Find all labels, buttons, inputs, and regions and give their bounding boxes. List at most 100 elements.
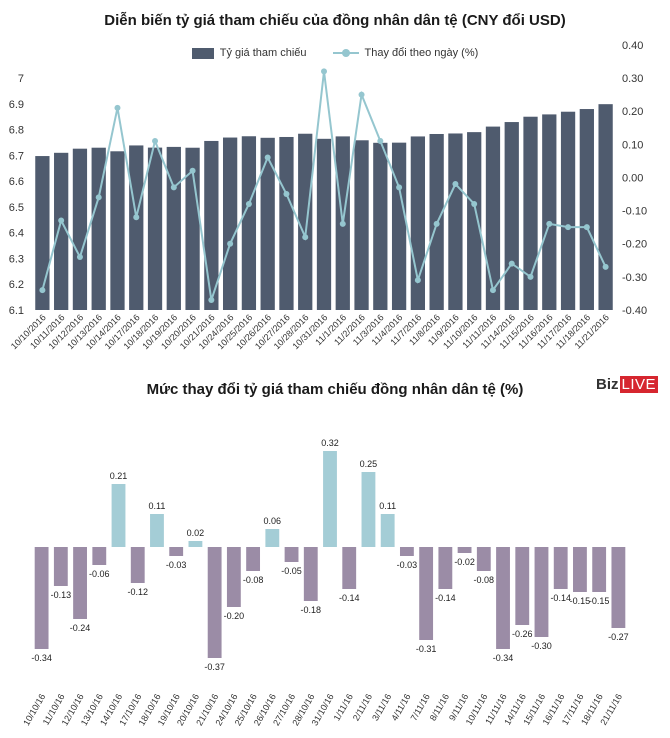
change-bar	[53, 547, 68, 586]
rate-bar	[448, 133, 463, 310]
data-label: -0.14	[435, 593, 456, 603]
change-point	[114, 104, 121, 111]
change-bar	[399, 547, 414, 556]
data-label: -0.03	[397, 560, 418, 570]
rate-bar	[354, 140, 369, 310]
brand-logo: Biz LIVE	[596, 376, 659, 393]
change-point	[302, 234, 309, 241]
change-point	[508, 260, 515, 267]
y-right-tick-label: 0.40	[622, 40, 643, 52]
data-label: -0.37	[204, 662, 225, 672]
change-bar	[34, 547, 49, 649]
chart2-title: Mức thay đổi tỷ giá tham chiếu đồng nhân…	[146, 381, 524, 398]
rate-bar	[147, 147, 163, 310]
y-right-tick-label: 0.20	[622, 106, 643, 118]
change-bar	[92, 547, 107, 565]
rate-bar	[279, 136, 294, 310]
change-bar	[207, 547, 222, 658]
change-point	[527, 273, 534, 280]
change-point	[283, 191, 290, 197]
rate-bar	[298, 133, 313, 310]
change-point	[170, 184, 177, 191]
change-bar	[130, 547, 145, 583]
change-bar	[303, 547, 318, 601]
data-label: 0.11	[149, 501, 166, 511]
chart1-legend: Tỷ giá tham chiếu Thay đổi theo ngày (%)	[0, 47, 670, 59]
change-point	[565, 224, 572, 231]
y-left-tick-label: 6.8	[9, 125, 24, 137]
change-bar	[226, 547, 241, 607]
change-point	[245, 200, 252, 207]
change-point	[152, 137, 159, 144]
rate-bar	[523, 116, 538, 310]
chart1-title: Diễn biến tỷ giá tham chiếu của đồng nhâ…	[104, 12, 566, 29]
y-right-tick-label: 0.00	[622, 172, 643, 184]
y-left-tick-label: 6.3	[9, 253, 24, 265]
change-point	[133, 214, 140, 221]
change-bar	[246, 547, 261, 571]
change-point	[396, 184, 403, 191]
rate-bar	[504, 122, 519, 310]
change-point	[39, 287, 46, 294]
change-bar	[553, 547, 568, 589]
change-point	[452, 181, 459, 188]
data-label: -0.24	[70, 623, 91, 633]
legend-swatch-line	[332, 49, 359, 57]
data-label: 0.06	[264, 516, 282, 526]
data-label: -0.06	[89, 569, 110, 579]
rate-bar	[391, 142, 407, 310]
change-point	[321, 68, 327, 75]
y-right-tick-label: -0.20	[622, 239, 647, 251]
change-point	[227, 240, 234, 247]
data-label: -0.08	[243, 575, 264, 585]
change-point	[489, 287, 496, 294]
data-label: -0.02	[454, 557, 475, 567]
y-left-tick-label: 6.2	[9, 279, 24, 291]
y-left-tick-label: 6.6	[9, 176, 24, 188]
change-point	[414, 277, 421, 284]
change-bar	[573, 547, 587, 592]
data-label: -0.14	[550, 593, 571, 603]
legend-label-line: Thay đổi theo ngày (%)	[364, 47, 479, 59]
change-bar	[592, 547, 607, 592]
change-point	[339, 220, 346, 227]
rate-bar	[542, 114, 557, 310]
rate-bar	[110, 151, 125, 310]
change-bar	[419, 547, 434, 640]
y-left-tick-label: 7	[18, 73, 24, 85]
change-bar	[284, 547, 299, 562]
change-point	[95, 194, 102, 201]
rate-bar	[222, 137, 238, 310]
legend-item-bar: Tỷ giá tham chiếu	[191, 47, 307, 59]
rate-bar	[185, 147, 200, 310]
change-bar	[476, 547, 491, 571]
y-left-tick-label: 6.5	[9, 202, 24, 214]
brand-logo-part2: LIVE	[619, 376, 659, 393]
data-label: -0.03	[166, 560, 187, 570]
legend-label-bar: Tỷ giá tham chiếu	[219, 47, 307, 59]
change-point	[264, 154, 271, 161]
data-label: -0.15	[589, 596, 610, 606]
rate-bar	[560, 111, 576, 310]
data-label: -0.20	[224, 611, 245, 621]
change-bar	[265, 529, 280, 547]
data-label: -0.18	[301, 605, 322, 615]
change-bar	[169, 547, 184, 556]
y-right-tick-label: -0.30	[622, 272, 647, 284]
change-bar	[150, 514, 164, 547]
data-label: -0.27	[608, 632, 629, 642]
data-label: 0.02	[187, 528, 205, 538]
y-right-tick-label: -0.10	[622, 206, 647, 218]
data-label: -0.08	[474, 575, 495, 585]
change-bar	[515, 547, 530, 625]
data-label: 0.11	[379, 501, 396, 511]
rate-bar	[485, 126, 501, 310]
change-point	[76, 253, 83, 260]
change-point	[189, 167, 196, 174]
y-right-tick-label: -0.40	[622, 305, 647, 317]
y-right-tick-label: 0.30	[622, 73, 643, 85]
change-bar	[188, 541, 203, 547]
y-left-tick-label: 6.9	[9, 99, 24, 111]
change-point	[433, 220, 440, 227]
